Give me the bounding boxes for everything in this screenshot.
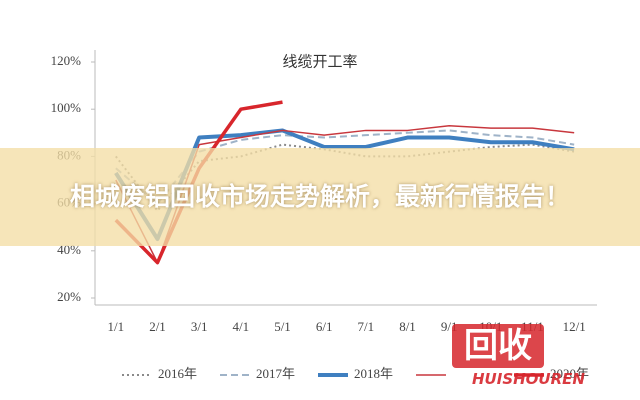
legend-label: 2018年	[354, 366, 393, 381]
banner: 相城废铝回收市场走势解析，最新行情报告！	[0, 148, 640, 246]
y-tick-label: 20%	[57, 289, 81, 304]
legend-label: 2020年	[550, 366, 589, 381]
x-tick-label: 12/1	[563, 319, 586, 334]
watermark: 回收 HUISHOUREN	[452, 322, 627, 392]
watermark-logo: 回收	[452, 324, 544, 368]
x-tick-label: 8/1	[399, 319, 416, 334]
x-tick-label: 7/1	[358, 319, 375, 334]
legend-label: 2016年	[158, 366, 197, 381]
chart-title: 线缆开工率	[282, 53, 357, 71]
banner-text: 相城废铝回收市场走势解析，最新行情报告！	[69, 182, 570, 211]
x-tick-label: 6/1	[316, 319, 333, 334]
x-tick-label: 3/1	[191, 319, 208, 334]
x-tick-label: 1/1	[108, 319, 125, 334]
legend-label: 2017年	[256, 366, 295, 381]
y-tick-label: 100%	[51, 100, 82, 115]
x-tick-label: 5/1	[274, 319, 291, 334]
x-tick-label: 2/1	[149, 319, 166, 334]
y-tick-label: 120%	[51, 53, 82, 68]
x-tick-label: 4/1	[233, 319, 250, 334]
watermark-brand: HUISHOUREN	[472, 370, 585, 388]
